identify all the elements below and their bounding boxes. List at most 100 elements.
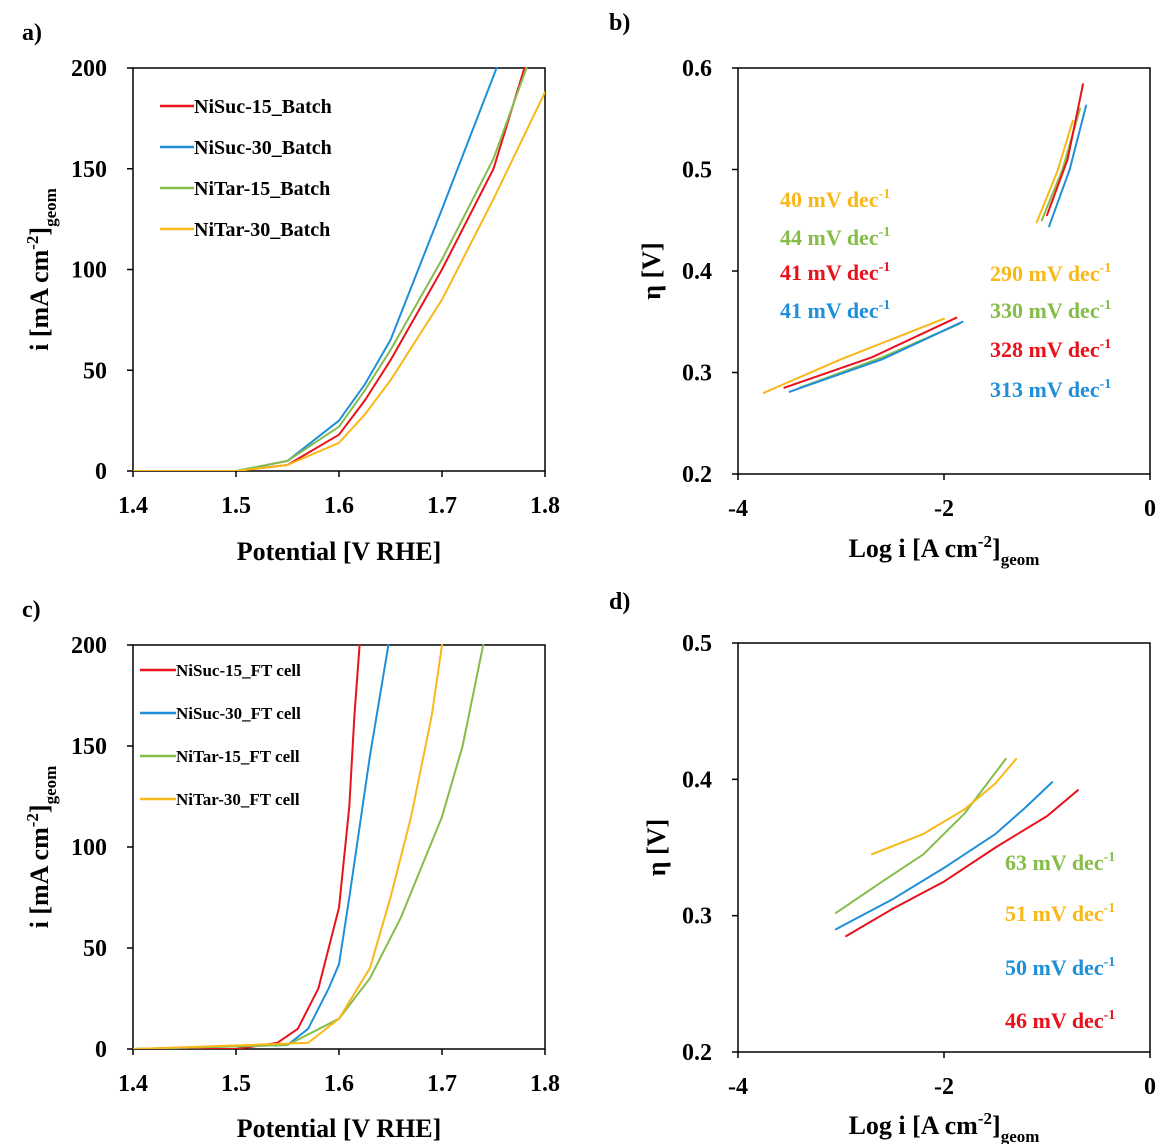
y-axis-label-bracket: ]	[25, 804, 54, 813]
y-tick-label: 100	[71, 258, 107, 284]
y-axis-label: i [mA cm-2]geom	[23, 188, 60, 351]
y-tick-label: 0	[95, 1037, 107, 1063]
plot-frame	[737, 642, 1151, 1053]
slope-annotation-text: 40 mV dec	[780, 187, 879, 212]
x-tick-label: -2	[934, 1074, 954, 1100]
y-tick-label: 0.4	[682, 259, 712, 285]
y-axis-label-text: η [V]	[642, 819, 671, 876]
y-axis-label: i [mA cm-2]geom	[23, 766, 60, 929]
y-tick-label: 0.6	[682, 56, 712, 82]
x-tick-label: 1.6	[324, 1071, 354, 1097]
slope-annotation: 41 mV dec-1	[780, 298, 890, 323]
x-tick-label: 1.7	[427, 1071, 457, 1097]
legend: NiSuc-15_Batch NiSuc-30_Batch NiTar-15_Bat…	[160, 96, 332, 241]
slope-annotation: 51 mV dec-1	[1005, 901, 1115, 926]
x-tick-label: -4	[728, 496, 748, 522]
series-line-yellow-5	[1035, 119, 1074, 224]
x-tick-label: -4	[728, 1074, 748, 1100]
y-tick-label: 150	[71, 734, 107, 760]
y-axis-label-subscript: geom	[41, 188, 60, 227]
series-line-red-4	[845, 789, 1079, 938]
y-axis-label-superscript: -2	[23, 236, 42, 250]
slope-annotation-text: 44 mV dec	[780, 225, 879, 250]
y-tick-label: 50	[83, 936, 107, 962]
slope-annotation-text: 41 mV dec	[780, 298, 879, 323]
legend-entry: NiSuc-30_FT cell	[176, 704, 301, 723]
y-tick-label: 100	[71, 835, 107, 861]
legend-entry: NiSuc-15_Batch	[194, 96, 332, 118]
x-tick-label: 1.6	[324, 493, 354, 519]
x-axis-label-text: Log i [A cm	[849, 534, 979, 563]
y-tick-label: 0.5	[682, 158, 712, 184]
y-axis-label-text: η [V]	[637, 242, 666, 299]
slope-annotation-text: 51 mV dec	[1005, 901, 1104, 926]
x-axis-label: Potential [V RHE]	[237, 1114, 442, 1143]
x-axis-label-bracket: ]	[992, 1111, 1001, 1140]
y-tick-label: 0.2	[682, 462, 712, 488]
slope-annotation-superscript: -1	[879, 225, 891, 240]
x-tick-label: 1.7	[427, 493, 457, 519]
slope-annotation-text: 330 mV dec	[990, 298, 1100, 323]
slope-annotation: 46 mV dec-1	[1005, 1008, 1115, 1033]
x-tick-label: -2	[934, 496, 954, 522]
slope-annotation: 44 mV dec-1	[780, 225, 890, 250]
slope-annotation-superscript: -1	[1104, 850, 1116, 865]
x-axis-label-superscript: -2	[978, 532, 992, 551]
y-axis-label-text: i [mA cm	[25, 827, 54, 928]
y-axis-label-bracket: ]	[25, 227, 54, 236]
series-group	[133, 644, 485, 1049]
legend-entry: NiTar-15_FT cell	[176, 747, 300, 766]
series-line-yellow-1	[762, 317, 945, 394]
y-tick-label: 0.3	[682, 361, 712, 387]
y-tick-label: 50	[83, 358, 107, 384]
x-axis-label-superscript: -2	[978, 1109, 992, 1128]
series-line-red-3	[783, 316, 958, 389]
x-axis-label-subscript: geom	[1001, 1127, 1040, 1144]
slope-annotation-superscript: -1	[879, 298, 891, 313]
slope-annotation-text: 328 mV dec	[990, 337, 1100, 362]
series-line-nitar-15-ft-cell	[133, 644, 485, 1049]
series-line-green-1	[834, 757, 1007, 914]
panel-label: c)	[22, 597, 41, 623]
plot-frame	[132, 67, 546, 472]
slope-annotation: 330 mV dec-1	[990, 298, 1111, 323]
x-axis-label: Potential [V RHE]	[237, 537, 442, 566]
y-tick-label: 0	[95, 459, 107, 485]
series-line-nitar-30-ft-cell	[133, 644, 443, 1049]
series-line-red-7	[1046, 83, 1084, 217]
x-axis-label: Log i [A cm-2]geom	[849, 532, 1040, 569]
y-tick-label: 0.2	[682, 1040, 712, 1066]
y-axis-label: η [V]	[637, 242, 666, 299]
slope-annotation-superscript: -1	[1100, 377, 1112, 392]
series-line-blue-3	[834, 781, 1054, 931]
slope-annotation-superscript: -1	[1100, 261, 1112, 276]
series-line-yellow-2	[870, 757, 1018, 856]
x-axis-label-subscript: geom	[1001, 550, 1040, 569]
x-axis-label: Log i [A cm-2]geom	[849, 1109, 1040, 1144]
slope-annotation: 63 mV dec-1	[1005, 850, 1115, 875]
x-tick-label: 1.8	[530, 493, 560, 519]
slope-annotation-superscript: -1	[1100, 337, 1112, 352]
slope-annotation-text: 46 mV dec	[1005, 1008, 1104, 1033]
series-group	[133, 67, 545, 471]
series-line-blue-8	[1048, 104, 1088, 228]
series-line-nisuc-15-batch	[133, 67, 526, 471]
slope-annotation-text: 63 mV dec	[1005, 850, 1104, 875]
legend-entry: NiSuc-15_FT cell	[176, 661, 301, 680]
slope-annotation-superscript: -1	[879, 260, 891, 275]
slope-annotation-text: 41 mV dec	[780, 260, 879, 285]
x-tick-label: 1.5	[221, 1071, 251, 1097]
x-axis-label-text: Log i [A cm	[849, 1111, 979, 1140]
legend-entry: NiTar-30_FT cell	[176, 790, 300, 809]
slope-annotation: 40 mV dec-1	[780, 187, 890, 212]
slope-annotation-text: 313 mV dec	[990, 377, 1100, 402]
slope-annotation-text: 290 mV dec	[990, 261, 1100, 286]
chart-panel-2: b) -4 -2 0 0.2 0.3 0.4 0.5 0.6 Log i [A cm-2]geom…	[609, 10, 1156, 569]
y-axis-label-superscript: -2	[23, 813, 42, 827]
series-group	[834, 757, 1079, 938]
panel-label: b)	[609, 10, 630, 36]
x-tick-label: 0	[1144, 496, 1156, 522]
slope-annotation-superscript: -1	[1104, 1008, 1116, 1023]
y-axis-label: η [V]	[642, 819, 671, 876]
